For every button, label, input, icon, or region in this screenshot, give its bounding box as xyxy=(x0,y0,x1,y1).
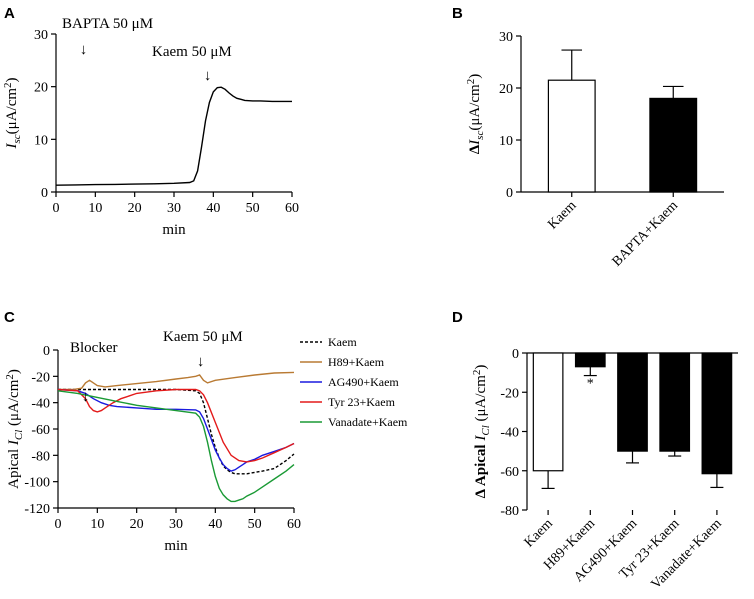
y-tick-label: -40 xyxy=(500,426,519,441)
chart-c: 0 10 20 30 40 50 60 0 -20 -40 -60 -80 -100 -120 min Api… xyxy=(4,329,408,554)
bar-bapta-kaem xyxy=(650,98,697,192)
x-tick-label: 40 xyxy=(208,517,222,532)
y-tick-label: 10 xyxy=(34,133,48,148)
chart-d: 0-20-40-60-80Δ Apical ICl (μA/cm2)KaemH8… xyxy=(471,347,738,592)
y-tick-label: 10 xyxy=(499,134,513,149)
y-tick-label: 30 xyxy=(499,30,513,45)
arrow-blocker: ↓ xyxy=(82,389,90,405)
bar-kaem xyxy=(548,80,595,192)
x-tick-label: 10 xyxy=(90,517,104,532)
ylabel-part: sc xyxy=(11,134,23,143)
x-tick-label: 40 xyxy=(206,201,220,216)
x-tick-label: 30 xyxy=(169,517,183,532)
ylabel-part: Cl xyxy=(480,425,492,435)
bar-kaem xyxy=(533,353,563,471)
ylabel-part: Δ Apical xyxy=(473,441,489,499)
x-tick-label: 60 xyxy=(285,201,299,216)
annotation-kaem: Kaem 50 μM xyxy=(163,329,243,345)
legend-label: AG490+Kaem xyxy=(328,375,399,389)
x-axis-label: min xyxy=(164,538,188,554)
y-tick-label: -60 xyxy=(31,423,50,438)
series-line-isc xyxy=(56,87,292,185)
x-tick-label: 50 xyxy=(246,201,260,216)
significance-marker: * xyxy=(587,377,594,392)
ylabel-part: Cl xyxy=(13,430,25,440)
panel-label-b: B xyxy=(452,5,463,22)
x-tick-label: Kaem xyxy=(522,516,556,550)
ylabel-part: ) xyxy=(467,74,483,79)
x-tick-label: BAPTA+Kaem xyxy=(610,198,682,270)
y-axis-label: ΔIsc(μA/cm2) xyxy=(465,74,486,154)
legend-label: Tyr 23+Kaem xyxy=(328,395,396,409)
legend-label: Vanadate+Kaem xyxy=(328,415,408,429)
y-tick-label: 0 xyxy=(506,186,513,201)
bar-tyr-23-kaem xyxy=(660,353,690,451)
legend-label: H89+Kaem xyxy=(328,355,385,369)
series-line-h89-kaem xyxy=(58,372,294,389)
x-tick-label: Kaem xyxy=(545,198,579,232)
y-tick-label: -80 xyxy=(31,449,50,464)
y-tick-label: -20 xyxy=(500,386,519,401)
chart-a: 0 10 20 30 40 50 60 0 10 20 30 min Isc(μA/cm2) BAPTA … xyxy=(2,16,299,238)
legend-label: Kaem xyxy=(328,335,357,349)
annotation-blocker: Blocker xyxy=(70,340,117,356)
y-tick-label: -100 xyxy=(24,476,50,491)
ylabel-part: ) xyxy=(4,77,20,82)
bar-h89-kaem xyxy=(576,353,606,367)
ylabel-part: ) xyxy=(6,369,22,374)
arrow-kaem: ↓ xyxy=(197,354,205,370)
y-tick-label: -80 xyxy=(500,504,519,519)
series-line-vanadate-kaem xyxy=(58,391,294,502)
x-tick-label: 0 xyxy=(55,517,62,532)
panel-label-d: D xyxy=(452,309,463,326)
series-line-kaem xyxy=(58,390,294,474)
x-tick-label: 10 xyxy=(88,201,102,216)
x-tick-label: 0 xyxy=(53,201,60,216)
y-tick-label: 0 xyxy=(512,347,519,362)
y-tick-label: -60 xyxy=(500,465,519,480)
figure: A B C D 0 10 20 30 40 50 60 0 10 20 30 min Isc(μA/cm… xyxy=(0,0,754,599)
chart-b: 0 10 20 30 ΔIsc(μA/cm2) Kaem BAPTA+Kaem xyxy=(465,30,724,270)
y-tick-label: 0 xyxy=(41,186,48,201)
ylabel-part: (μA/cm xyxy=(473,375,489,425)
x-tick-label: 20 xyxy=(128,201,142,216)
ylabel-part: sc xyxy=(474,131,486,140)
y-tick-label: -120 xyxy=(24,502,50,517)
y-tick-label: 20 xyxy=(499,82,513,97)
y-tick-label: -40 xyxy=(31,397,50,412)
arrow-bapta: ↓ xyxy=(80,42,88,58)
x-tick-label: 60 xyxy=(287,517,301,532)
x-tick-label: 30 xyxy=(167,201,181,216)
bar-ag490-kaem xyxy=(618,353,648,451)
y-axis-label: Δ Apical ICl (μA/cm2) xyxy=(471,365,492,499)
annotation-kaem: Kaem 50 μM xyxy=(152,44,232,60)
x-axis-label: min xyxy=(162,222,186,238)
arrow-kaem: ↓ xyxy=(204,68,212,84)
y-tick-label: 30 xyxy=(34,28,48,43)
y-axis-label: Apical ICl (μA/cm2) xyxy=(4,369,25,489)
panel-label-c: C xyxy=(4,309,15,326)
ylabel-part: (μA/cm xyxy=(6,379,22,429)
bar-vanadate-kaem xyxy=(702,353,732,474)
ylabel-part: (μA/cm xyxy=(467,84,483,131)
ylabel-part: (μA/cm xyxy=(4,88,20,135)
series-line-tyr-23-kaem xyxy=(58,390,294,462)
x-tick-label: 20 xyxy=(130,517,144,532)
y-axis-label: Isc(μA/cm2) xyxy=(2,77,23,149)
y-tick-label: 0 xyxy=(43,344,50,359)
annotation-bapta: BAPTA 50 μM xyxy=(62,16,153,32)
ylabel-part: Apical xyxy=(6,445,22,489)
legend: Kaem H89+Kaem AG490+Kaem Tyr 23+Kaem Vanadat… xyxy=(300,335,408,429)
y-tick-label: -20 xyxy=(31,370,50,385)
x-tick-label: 50 xyxy=(248,517,262,532)
panel-label-a: A xyxy=(4,5,15,22)
y-tick-label: 20 xyxy=(34,81,48,96)
ylabel-part: ) xyxy=(473,365,489,370)
